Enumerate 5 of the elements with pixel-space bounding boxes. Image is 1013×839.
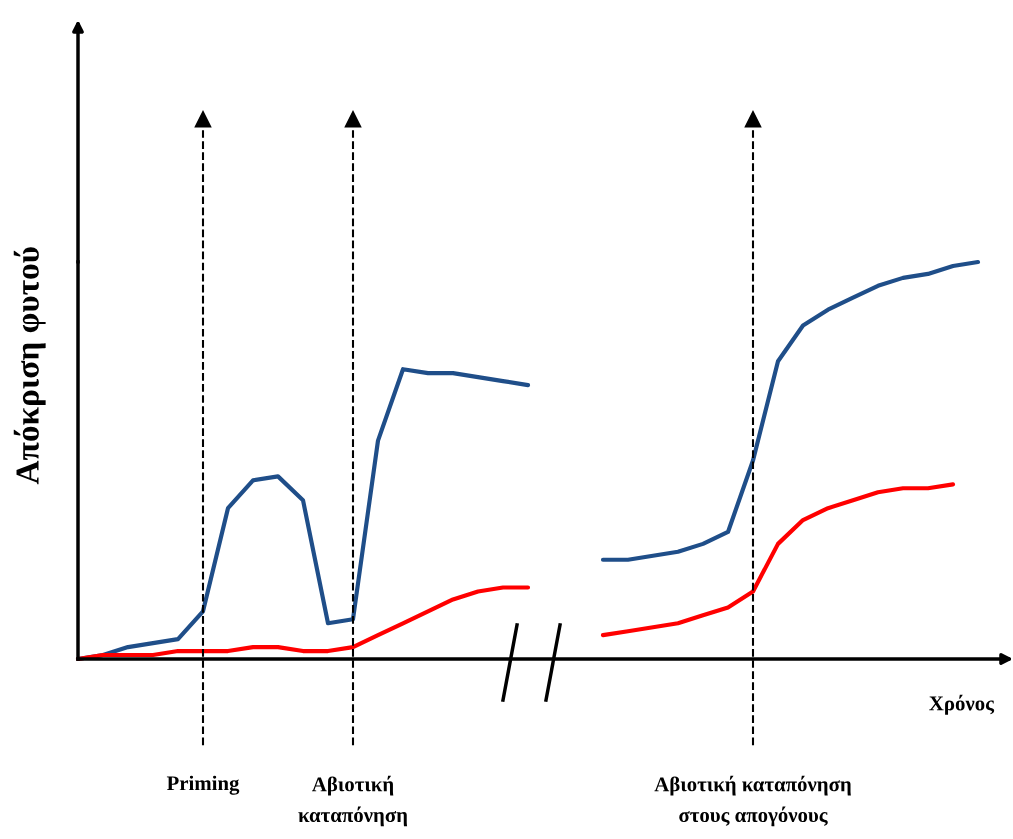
x-tick-label: Αβιοτική καταπόνηση [298,775,408,827]
x-tick-label: Priming [166,775,240,795]
y-axis-title: Απόκριση φυτού [13,247,46,485]
text: Χρόνος [929,694,995,715]
x-tick-label: Αβιοτική καταπόνηση στους απογόνους [654,775,851,827]
